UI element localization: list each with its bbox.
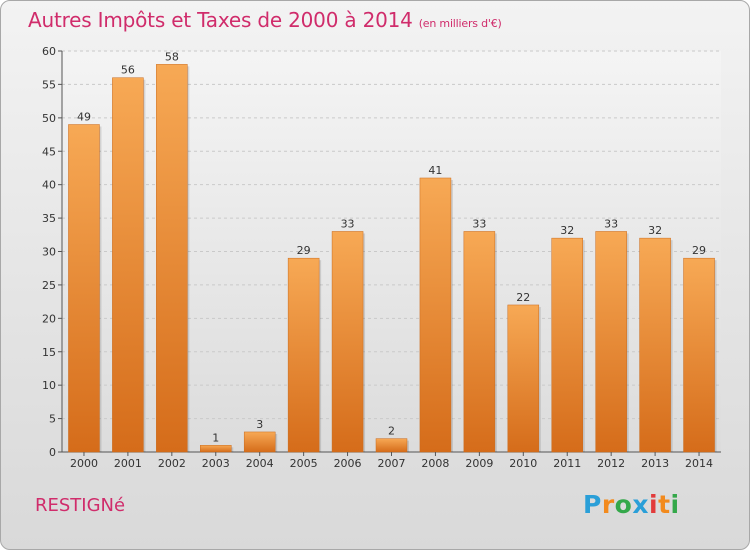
bar (639, 237, 671, 453)
chart-title: Autres Impôts et Taxes de 2000 à 2014 (en… (28, 8, 502, 32)
bar (463, 231, 496, 453)
y-tick-label: 45 (42, 145, 56, 158)
logo-letter: x (632, 490, 649, 519)
y-tick-label: 5 (49, 413, 56, 426)
y-tick-label: 35 (42, 212, 56, 225)
data-label: 49 (77, 111, 91, 124)
data-label: 22 (516, 291, 530, 304)
bar (287, 257, 320, 453)
x-tick-label: 2011 (553, 457, 581, 470)
x-tick-label: 2013 (641, 457, 669, 470)
y-tick-label: 10 (42, 379, 56, 392)
chart-title-text: Autres Impôts et Taxes de 2000 à 2014 (28, 8, 413, 32)
data-label: 33 (472, 217, 486, 230)
x-tick-label: 2009 (465, 457, 493, 470)
y-tick-label: 40 (42, 179, 56, 192)
data-label: 2 (388, 425, 395, 438)
x-tick-label: 2005 (290, 457, 318, 470)
logo-letter: i (670, 490, 680, 519)
logo-letter: o (614, 490, 633, 519)
y-tick-label: 20 (42, 312, 56, 325)
logo-letter: t (658, 490, 671, 519)
proxiti-logo: Proxiti (583, 490, 680, 519)
data-label: 3 (256, 418, 263, 431)
bar (68, 124, 100, 453)
data-label: 29 (297, 244, 311, 257)
x-tick-label: 2008 (421, 457, 449, 470)
x-tick-label: 2010 (509, 457, 537, 470)
bar (375, 438, 408, 453)
bar (331, 231, 364, 453)
bar (507, 304, 540, 453)
y-tick-label: 30 (42, 246, 56, 259)
x-tick-label: 2000 (70, 457, 98, 470)
bar (200, 445, 232, 453)
logo-letter: P (583, 490, 602, 519)
data-label: 29 (692, 244, 706, 257)
bar (243, 431, 276, 453)
data-label: 32 (648, 224, 662, 237)
bar (112, 77, 144, 453)
y-tick-label: 0 (49, 446, 56, 459)
bar (156, 64, 188, 453)
logo-letter: i (649, 490, 659, 519)
data-label: 33 (341, 217, 355, 230)
data-label: 58 (165, 50, 179, 63)
x-tick-label: 2014 (685, 457, 713, 470)
data-label: 33 (604, 217, 618, 230)
bar (683, 257, 715, 453)
data-label: 41 (428, 164, 442, 177)
y-tick-label: 55 (42, 78, 56, 91)
x-tick-label: 2007 (378, 457, 406, 470)
x-tick-label: 2004 (246, 457, 274, 470)
y-tick-label: 50 (42, 112, 56, 125)
y-tick-label: 25 (42, 279, 56, 292)
x-tick-label: 2001 (114, 457, 142, 470)
x-tick-label: 2012 (597, 457, 625, 470)
data-label: 56 (121, 64, 135, 77)
data-label: 1 (212, 431, 219, 444)
y-tick-label: 15 (42, 346, 56, 359)
y-tick-label: 60 (42, 45, 56, 58)
x-tick-label: 2003 (202, 457, 230, 470)
chart-subtitle: (en milliers d'€) (418, 17, 502, 30)
bar (419, 177, 452, 453)
commune-name: RESTIGNé (35, 495, 126, 516)
x-tick-label: 2006 (334, 457, 362, 470)
logo-letter: r (601, 490, 615, 519)
bar (551, 237, 583, 453)
x-tick-label: 2002 (158, 457, 186, 470)
bar (595, 231, 627, 453)
data-label: 32 (560, 224, 574, 237)
